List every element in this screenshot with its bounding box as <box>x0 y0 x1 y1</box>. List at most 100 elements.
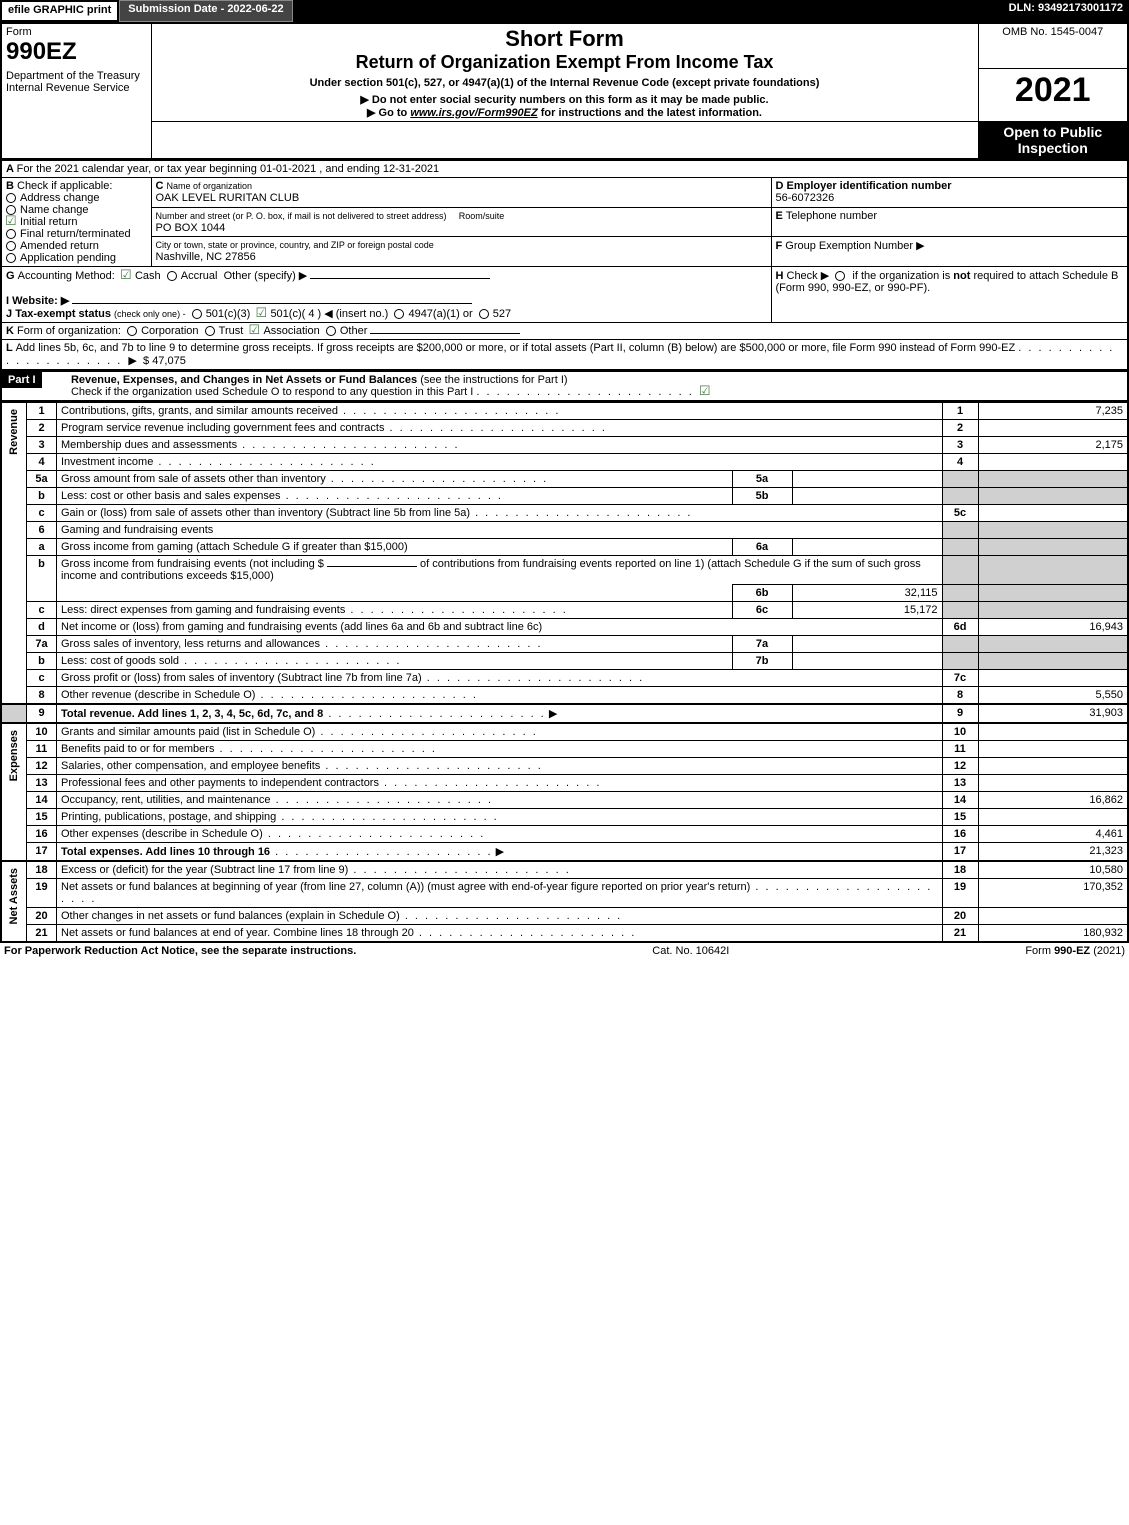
r8-text: Other revenue (describe in Schedule O) <box>57 687 943 705</box>
f-label: Group Exemption Number ▶ <box>785 240 924 252</box>
chk-4947[interactable] <box>394 309 404 319</box>
revenue-label: Revenue <box>6 405 22 459</box>
r6-num: 6 <box>27 522 57 539</box>
chk-trust[interactable] <box>205 326 215 336</box>
footer-left: For Paperwork Reduction Act Notice, see … <box>4 945 356 957</box>
k-trust: Trust <box>219 325 244 337</box>
r11-ref: 11 <box>942 741 978 758</box>
k-other-line[interactable] <box>370 333 520 334</box>
r12-num: 12 <box>27 758 57 775</box>
tax-year: 2021 <box>978 68 1128 122</box>
k-other: Other <box>340 325 368 337</box>
r17-num: 17 <box>27 843 57 862</box>
r11-num: 11 <box>27 741 57 758</box>
r17-ref: 17 <box>942 843 978 862</box>
r6b-blank[interactable] <box>327 566 417 567</box>
k-corp: Corporation <box>141 325 198 337</box>
irs-link[interactable]: www.irs.gov/Form990EZ <box>410 107 537 119</box>
info-table: A For the 2021 calendar year, or tax yea… <box>0 160 1129 371</box>
r6b-mv: 32,115 <box>792 585 942 602</box>
r6a-gref <box>942 539 978 556</box>
r17-arrow: ▶ <box>496 846 504 858</box>
r6c-mid: 6c <box>732 602 792 619</box>
r20-ref: 20 <box>942 908 978 925</box>
chk-initial-return[interactable] <box>6 217 16 227</box>
expenses-label: Expenses <box>6 726 22 785</box>
chk-h[interactable] <box>835 271 845 281</box>
b-label: Check if applicable: <box>17 180 112 192</box>
r14-val: 16,862 <box>978 792 1128 809</box>
j-4947: 4947(a)(1) or <box>408 308 472 320</box>
r18-text: Excess or (deficit) for the year (Subtra… <box>57 861 943 879</box>
g-other: Other (specify) ▶ <box>224 270 308 282</box>
r10-text: Grants and similar amounts paid (list in… <box>57 723 943 741</box>
chk-cash[interactable] <box>121 271 131 281</box>
r17-val: 21,323 <box>978 843 1128 862</box>
chk-other-org[interactable] <box>326 326 336 336</box>
line-d: D Employer identification number 56-6072… <box>771 178 1128 208</box>
r9-arrow: ▶ <box>549 708 557 720</box>
r5b-text: Less: cost or other basis and sales expe… <box>57 488 733 505</box>
r6-text: Gaming and fundraising events <box>57 522 943 539</box>
r7b-mid: 7b <box>732 653 792 670</box>
r6-gval <box>978 522 1128 539</box>
r7a-gval <box>978 636 1128 653</box>
r20-num: 20 <box>27 908 57 925</box>
chk-final-return[interactable] <box>6 229 16 239</box>
r5b-num: b <box>27 488 57 505</box>
chk-corp[interactable] <box>127 326 137 336</box>
r4-text: Investment income <box>57 454 943 471</box>
r9-ref: 9 <box>942 704 978 723</box>
r6a-mid: 6a <box>732 539 792 556</box>
chk-527[interactable] <box>479 309 489 319</box>
r16-ref: 16 <box>942 826 978 843</box>
efile-label[interactable]: efile GRAPHIC print <box>0 0 119 22</box>
website-line[interactable] <box>72 303 472 304</box>
k-label: Form of organization: <box>17 325 121 337</box>
room-label: Room/suite <box>459 211 505 221</box>
note2-prefix: ▶ Go to <box>367 107 410 119</box>
r5c-num: c <box>27 505 57 522</box>
h-label: Check ▶ <box>787 270 830 282</box>
r8-num: 8 <box>27 687 57 705</box>
b-pending: Application pending <box>20 252 116 264</box>
chk-501c[interactable] <box>256 309 266 319</box>
b-final: Final return/terminated <box>20 228 131 240</box>
r15-num: 15 <box>27 809 57 826</box>
line-a: A For the 2021 calendar year, or tax yea… <box>1 161 1128 178</box>
form-number: 990EZ <box>6 38 77 65</box>
r14-num: 14 <box>27 792 57 809</box>
dept-text: Department of the Treasury Internal Reve… <box>6 70 140 94</box>
p1-dots <box>476 386 693 398</box>
chk-assoc[interactable] <box>249 326 259 336</box>
r15-val <box>978 809 1128 826</box>
r12-ref: 12 <box>942 758 978 775</box>
r6a-num: a <box>27 539 57 556</box>
chk-accrual[interactable] <box>167 271 177 281</box>
revenue-sidebar: Revenue <box>1 403 27 705</box>
r7a-num: 7a <box>27 636 57 653</box>
r9-side <box>1 704 27 723</box>
form-cell: Form 990EZ <box>1 23 151 68</box>
chk-pending[interactable] <box>6 253 16 263</box>
g-other-line[interactable] <box>310 278 490 279</box>
part1-headnote: (see the instructions for Part I) <box>420 374 567 386</box>
r6b-gref <box>942 556 978 585</box>
chk-address-change[interactable] <box>6 193 16 203</box>
r6b-gref2 <box>942 585 978 602</box>
line-c-name: C Name of organization OAK LEVEL RURITAN… <box>151 178 771 208</box>
r8-val: 5,550 <box>978 687 1128 705</box>
r14-ref: 14 <box>942 792 978 809</box>
r21-text: Net assets or fund balances at end of ye… <box>57 925 943 943</box>
r5c-text: Gain or (loss) from sale of assets other… <box>57 505 943 522</box>
chk-schedule-o[interactable] <box>700 387 710 397</box>
line-b: B Check if applicable: Address change Na… <box>1 178 151 267</box>
chk-501c3[interactable] <box>192 309 202 319</box>
r13-text: Professional fees and other payments to … <box>57 775 943 792</box>
chk-amended[interactable] <box>6 241 16 251</box>
b-initial: Initial return <box>20 216 77 228</box>
part1-grid: Revenue 1 Contributions, gifts, grants, … <box>0 402 1129 943</box>
r7a-gref <box>942 636 978 653</box>
r2-text: Program service revenue including govern… <box>57 420 943 437</box>
r14-text: Occupancy, rent, utilities, and maintena… <box>57 792 943 809</box>
